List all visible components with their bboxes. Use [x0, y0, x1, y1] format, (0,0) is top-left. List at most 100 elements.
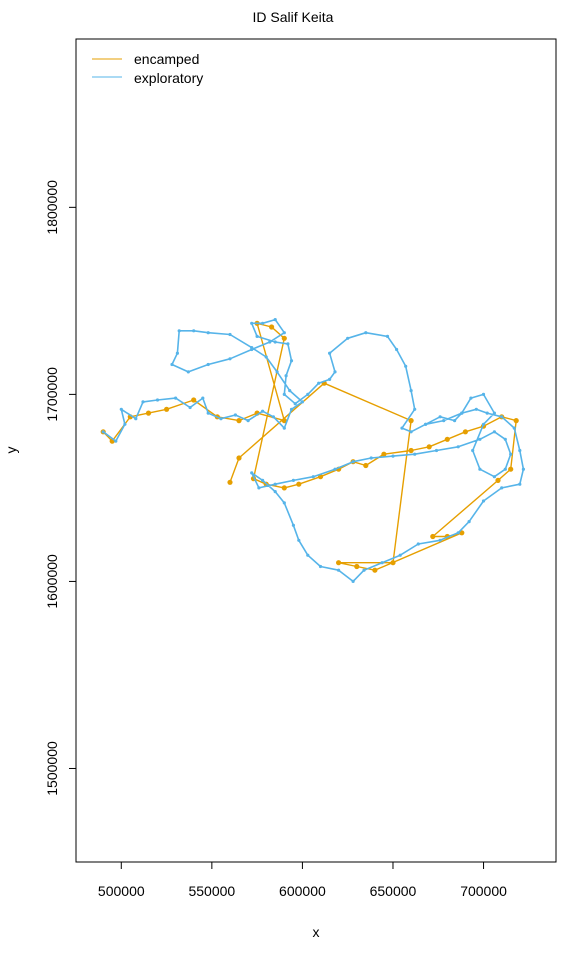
exploratory-point: [264, 355, 268, 359]
y-tick-label: 1500000: [44, 741, 60, 796]
plot-frame: [75, 38, 557, 863]
exploratory-point: [273, 318, 277, 322]
exploratory-point: [503, 467, 507, 471]
exploratory-point: [471, 448, 475, 453]
exploratory-point: [456, 445, 460, 449]
exploratory-point: [219, 417, 223, 421]
encamped-point: [296, 481, 302, 487]
track-encamped-path: [102, 322, 517, 571]
exploratory-point: [409, 389, 413, 393]
exploratory-point: [206, 411, 210, 415]
exploratory-point: [286, 342, 290, 346]
exploratory-point: [337, 568, 341, 572]
exploratory-point: [177, 329, 181, 333]
encamped-point: [164, 406, 170, 412]
exploratory-point: [273, 490, 277, 494]
exploratory-point: [175, 351, 179, 355]
exploratory-point: [385, 334, 390, 338]
y-tick-label: 1600000: [44, 554, 60, 609]
exploratory-point: [134, 417, 138, 421]
exploratory-point: [206, 331, 210, 335]
encamped-point: [513, 418, 519, 424]
exploratory-point: [114, 439, 118, 443]
exploratory-point: [333, 467, 337, 471]
exploratory-point: [391, 454, 395, 458]
exploratory-point: [282, 331, 286, 335]
encamped-point: [236, 418, 242, 424]
exploratory-point: [424, 422, 428, 426]
x-tick-label: 650000: [370, 883, 417, 899]
encamped-point: [354, 563, 360, 570]
exploratory-point: [509, 452, 513, 456]
encamped-point: [381, 451, 387, 457]
exploratory-point: [284, 374, 288, 378]
exploratory-point: [328, 377, 332, 381]
exploratory-point: [306, 553, 310, 557]
exploratory-point: [351, 579, 355, 584]
exploratory-point: [250, 321, 254, 325]
exploratory-point: [255, 334, 259, 338]
exploratory-point: [485, 411, 489, 415]
exploratory-point: [404, 364, 408, 368]
encamped-point: [462, 429, 468, 435]
exploratory-point: [261, 321, 265, 325]
exploratory-point: [141, 400, 145, 404]
exploratory-point: [503, 437, 507, 441]
exploratory-point: [306, 392, 310, 396]
exploratory-point: [101, 430, 105, 434]
exploratory-point: [400, 426, 404, 430]
exploratory-point: [170, 362, 174, 367]
x-tick-label: 550000: [188, 883, 235, 899]
exploratory-point: [318, 564, 323, 569]
exploratory-point: [409, 430, 413, 434]
exploratory-point: [233, 413, 237, 417]
exploratory-point: [518, 482, 522, 486]
exploratory-point: [297, 538, 301, 542]
exploratory-point: [201, 396, 205, 400]
legend-label-encamped: encamped: [134, 51, 199, 67]
exploratory-point: [155, 398, 160, 402]
exploratory-point: [123, 422, 127, 426]
x-tick-label: 600000: [279, 883, 326, 899]
exploratory-point: [438, 415, 442, 419]
exploratory-point: [369, 456, 373, 460]
exploratory-point: [481, 499, 486, 503]
exploratory-point: [328, 351, 332, 355]
exploratory-point: [311, 475, 315, 479]
encamped-point: [281, 335, 287, 341]
exploratory-point: [257, 486, 261, 490]
chart-title: ID Salif Keita: [253, 9, 334, 25]
exploratory-point: [442, 419, 446, 423]
encamped-point: [269, 324, 275, 330]
exploratory-point: [416, 542, 420, 546]
exploratory-point: [282, 426, 286, 430]
exploratory-point: [460, 411, 464, 415]
exploratory-point: [250, 347, 254, 352]
exploratory-point: [521, 467, 526, 471]
exploratory-point: [206, 362, 210, 367]
encamped-point: [363, 462, 369, 469]
encamped-point: [281, 485, 287, 491]
exploratory-point: [174, 396, 178, 400]
exploratory-point: [518, 448, 522, 453]
y-tick-label: 1700000: [44, 367, 60, 422]
exploratory-point: [492, 411, 496, 415]
encamped-point: [444, 436, 450, 442]
encamped-point: [145, 410, 152, 416]
exploratory-point: [291, 523, 295, 527]
exploratory-point: [351, 460, 355, 464]
exploratory-point: [261, 478, 265, 482]
encamped-point: [236, 455, 242, 461]
x-tick-label: 700000: [460, 883, 507, 899]
encamped-point: [390, 560, 396, 566]
exploratory-point: [333, 370, 337, 374]
exploratory-point: [456, 531, 460, 535]
exploratory-point: [288, 389, 292, 393]
y-tick-label: 1800000: [44, 180, 60, 235]
x-axis: 500000 550000 600000 650000 700000: [98, 862, 507, 899]
encamped-point: [372, 567, 378, 573]
exploratory-point: [273, 340, 277, 344]
exploratory-point: [453, 419, 457, 423]
exploratory-point: [268, 340, 272, 344]
